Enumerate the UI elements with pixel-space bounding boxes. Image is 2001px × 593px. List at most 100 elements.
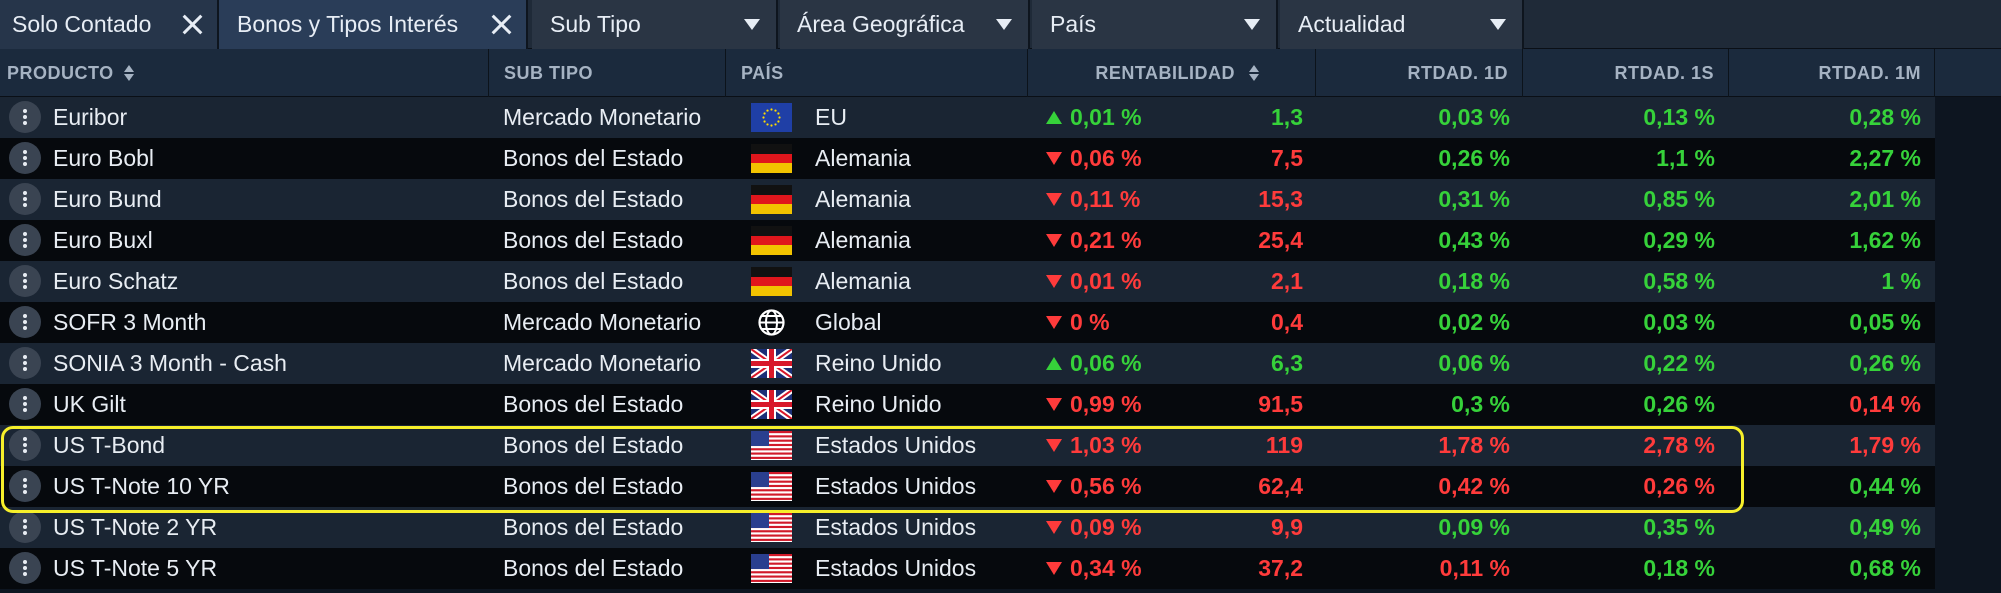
cell-rtdad-1s: 0,29 % — [1643, 227, 1715, 253]
more-vertical-icon[interactable] — [9, 429, 41, 461]
more-vertical-icon[interactable] — [9, 470, 41, 502]
cell-rtdad-1d: 0,02 % — [1438, 309, 1510, 335]
cell-rentabilidad: 0,99 % — [1046, 384, 1142, 425]
filter-chip-bonos[interactable]: Bonos y Tipos Interés — [219, 0, 528, 49]
table-row[interactable]: US T-Note 5 YR Bonos del Estado Estados … — [0, 548, 1935, 589]
cell-rtdad-1s: 0,58 % — [1643, 268, 1715, 294]
table-row[interactable]: US T-Note 10 YR Bonos del Estado Estados… — [0, 466, 1935, 507]
more-vertical-icon[interactable] — [9, 101, 41, 133]
column-header-subtipo[interactable]: SUB TIPO — [489, 49, 726, 97]
cell-producto[interactable]: Euro Bund — [53, 186, 162, 212]
cell-rentabilidad: 0,21 % — [1046, 220, 1142, 261]
eu-flag — [751, 103, 792, 132]
cell-pais: Reino Unido — [815, 391, 942, 417]
cell-pais: Alemania — [815, 145, 911, 171]
sort-icon[interactable] — [123, 64, 134, 82]
cell-subtipo: Bonos del Estado — [503, 145, 684, 171]
chevron-down-icon — [744, 19, 760, 30]
us-flag — [751, 554, 792, 583]
cell-rtdad-1d: 0,31 % — [1438, 186, 1510, 212]
cell-producto[interactable]: US T-Note 2 YR — [53, 514, 218, 540]
cell-pais: Estados Unidos — [815, 514, 977, 540]
filter-chip-solo-contado[interactable]: Solo Contado — [0, 0, 219, 49]
cell-producto[interactable]: Euro Bobl — [53, 145, 155, 171]
cell-producto[interactable]: SOFR 3 Month — [53, 309, 207, 335]
table-row[interactable]: US T-Note 2 YR Bonos del Estado Estados … — [0, 507, 1935, 548]
column-header-rentabilidad[interactable]: RENTABILIDAD — [1028, 49, 1316, 97]
more-vertical-icon[interactable] — [9, 142, 41, 174]
cell-producto[interactable]: UK Gilt — [53, 391, 126, 417]
column-header-rtdad-1d[interactable]: RTDAD. 1D — [1316, 49, 1523, 97]
column-header-producto[interactable]: PRODUCTO — [0, 49, 489, 97]
cell-subtipo: Bonos del Estado — [503, 391, 684, 417]
more-vertical-icon[interactable] — [9, 224, 41, 256]
close-icon[interactable] — [179, 11, 205, 37]
more-vertical-icon[interactable] — [9, 306, 41, 338]
table-row[interactable]: Euro Bund Bonos del Estado Alemania 0,11… — [0, 179, 1935, 220]
more-vertical-icon[interactable] — [9, 347, 41, 379]
cell-rentabilidad-valor: 6,3 — [1271, 350, 1303, 376]
table-row[interactable]: US T-Bond Bonos del Estado Estados Unido… — [0, 425, 1935, 466]
cell-rtdad-1m: 1 % — [1881, 268, 1921, 294]
arrow-down-icon — [1046, 234, 1062, 247]
table-row[interactable]: SONIA 3 Month - Cash Mercado Monetario R… — [0, 343, 1935, 384]
cell-rtdad-1m: 0,68 % — [1849, 555, 1921, 581]
column-header-label: RTDAD. 1S — [1614, 62, 1714, 83]
cell-rtdad-1d: 0,26 % — [1438, 145, 1510, 171]
cell-rentabilidad: 0,01 % — [1046, 97, 1142, 138]
cell-producto[interactable]: Euro Schatz — [53, 268, 179, 294]
arrow-up-icon — [1046, 357, 1062, 370]
more-vertical-icon[interactable] — [9, 388, 41, 420]
cell-pais: Estados Unidos — [815, 473, 977, 499]
cell-producto[interactable]: Euro Buxl — [53, 227, 153, 253]
cell-rtdad-1m: 0,14 % — [1849, 391, 1921, 417]
cell-rentabilidad-valor: 62,4 — [1258, 473, 1303, 499]
cell-rentabilidad-valor: 91,5 — [1258, 391, 1303, 417]
cell-rtdad-1m: 0,28 % — [1849, 104, 1921, 130]
dropdown-actualidad[interactable]: Actualidad — [1280, 0, 1524, 49]
cell-rentabilidad: 1,03 % — [1046, 425, 1142, 466]
cell-subtipo: Bonos del Estado — [503, 555, 684, 581]
cell-producto[interactable]: SONIA 3 Month - Cash — [53, 350, 287, 376]
cell-producto[interactable]: US T-Bond — [53, 432, 166, 458]
dropdown-label: País — [1050, 11, 1097, 37]
cell-rentabilidad-valor: 119 — [1265, 432, 1303, 458]
cell-producto[interactable]: US T-Note 5 YR — [53, 555, 218, 581]
cell-rtdad-1d: 0,11 % — [1439, 555, 1510, 581]
cell-producto[interactable]: US T-Note 10 YR — [53, 473, 230, 499]
table-row[interactable]: Euro Bobl Bonos del Estado Alemania 0,06… — [0, 138, 1935, 179]
column-header-pais[interactable]: PAÍS — [726, 49, 1028, 97]
germany-flag — [751, 185, 792, 214]
column-header-rtdad-1m[interactable]: RTDAD. 1M — [1729, 49, 1935, 97]
cell-pais: Global — [815, 309, 882, 335]
germany-flag — [751, 226, 792, 255]
dropdown-sub-tipo[interactable]: Sub Tipo — [532, 0, 778, 49]
table-row[interactable]: Euro Schatz Bonos del Estado Alemania 0,… — [0, 261, 1935, 302]
close-icon[interactable] — [488, 11, 514, 37]
column-header-label: SUB TIPO — [504, 62, 594, 83]
cell-rentabilidad: 0,01 % — [1046, 261, 1142, 302]
column-header-label: RENTABILIDAD — [1095, 62, 1235, 83]
dropdown-area-geografica[interactable]: Área Geográfica — [780, 0, 1030, 49]
column-header-label: RTDAD. 1M — [1818, 62, 1921, 83]
cell-producto[interactable]: Euribor — [53, 104, 128, 130]
column-header-rtdad-1s[interactable]: RTDAD. 1S — [1523, 49, 1729, 97]
dropdown-pais[interactable]: País — [1032, 0, 1278, 49]
arrow-down-icon — [1046, 275, 1062, 288]
cell-subtipo: Bonos del Estado — [503, 473, 684, 499]
more-vertical-icon[interactable] — [9, 183, 41, 215]
us-flag — [751, 513, 792, 542]
table-row[interactable]: SOFR 3 Month Mercado Monetario Global 0 … — [0, 302, 1935, 343]
chevron-down-icon — [996, 19, 1012, 30]
more-vertical-icon[interactable] — [9, 265, 41, 297]
sort-icon[interactable] — [1249, 64, 1259, 82]
table-row[interactable]: Euro Buxl Bonos del Estado Alemania 0,21… — [0, 220, 1935, 261]
table-row[interactable]: Euribor Mercado Monetario EU 0,01 % 1,3 … — [0, 97, 1935, 138]
arrow-down-icon — [1046, 480, 1062, 493]
cell-rentabilidad-valor: 0,4 — [1271, 309, 1303, 335]
cell-rentabilidad-valor: 2,1 — [1271, 268, 1303, 294]
more-vertical-icon[interactable] — [9, 511, 41, 543]
more-vertical-icon[interactable] — [9, 552, 41, 584]
cell-rtdad-1d: 0,18 % — [1438, 268, 1510, 294]
table-row[interactable]: UK Gilt Bonos del Estado Reino Unido 0,9… — [0, 384, 1935, 425]
